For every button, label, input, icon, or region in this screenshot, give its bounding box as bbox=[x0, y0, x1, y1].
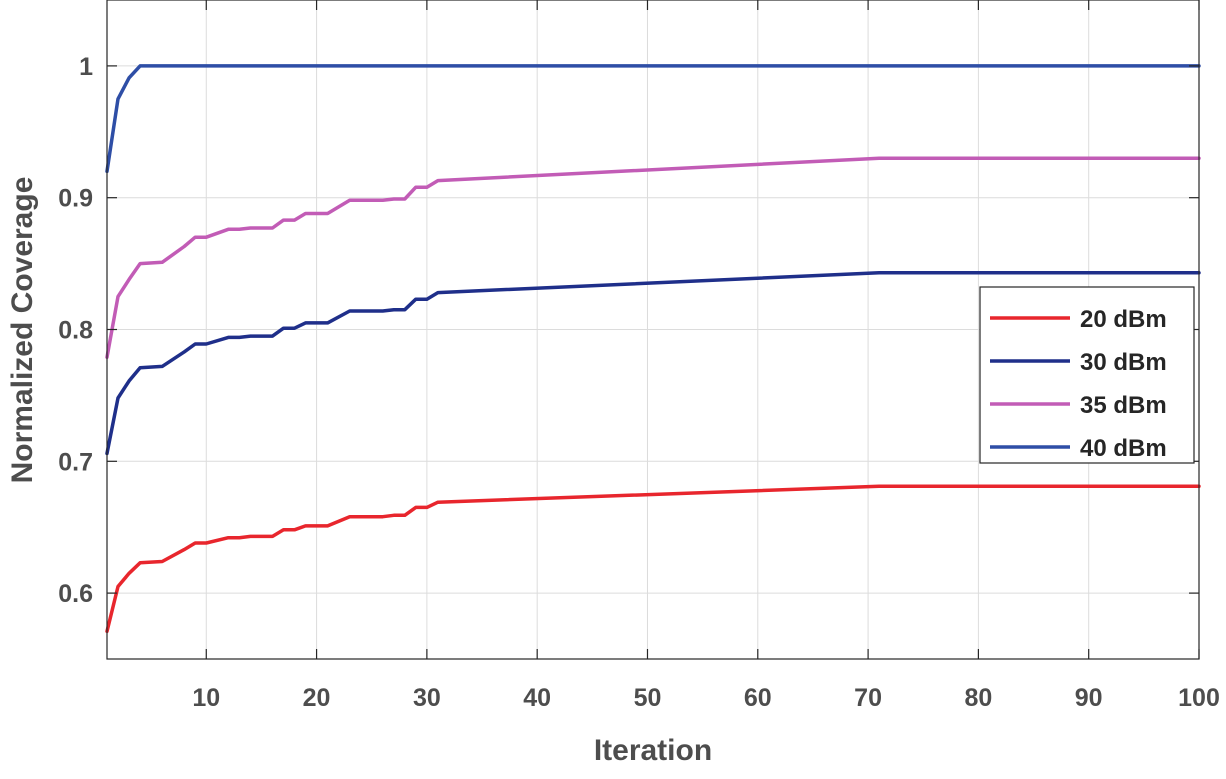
y-tick-label: 0.9 bbox=[58, 185, 93, 213]
y-tick-label: 0.8 bbox=[58, 317, 93, 345]
x-tick-label: 50 bbox=[634, 684, 662, 712]
x-tick-label: 80 bbox=[964, 684, 992, 712]
legend: 20 dBm 30 dBm 35 dBm 40 dBm bbox=[979, 286, 1195, 464]
x-tick-label: 40 bbox=[523, 684, 551, 712]
x-axis-label: Iteration bbox=[594, 734, 712, 767]
y-tick-labels: 0.6 0.7 0.8 0.9 1 bbox=[58, 53, 93, 608]
legend-label-4: 40 dBm bbox=[1080, 435, 1167, 462]
series-line-2 bbox=[105, 271, 1201, 456]
legend-label-2: 30 dBm bbox=[1080, 349, 1167, 376]
x-tick-label: 90 bbox=[1075, 684, 1103, 712]
x-tick-label: 10 bbox=[192, 684, 220, 712]
series-line-3 bbox=[105, 156, 1201, 359]
series-lines bbox=[105, 64, 1201, 634]
x-tick-label: 20 bbox=[303, 684, 331, 712]
legend-label-1: 20 dBm bbox=[1080, 306, 1167, 333]
y-tick-label: 0.7 bbox=[58, 448, 93, 476]
series-line-4 bbox=[105, 64, 1201, 174]
x-tick-label: 30 bbox=[413, 684, 441, 712]
legend-label-3: 35 dBm bbox=[1080, 392, 1167, 419]
y-tick-label: 0.6 bbox=[58, 580, 93, 608]
series-line-1 bbox=[105, 484, 1201, 634]
y-tick-label: 1 bbox=[79, 53, 93, 81]
x-tick-label: 60 bbox=[744, 684, 772, 712]
y-axis-label: Normalized Coverage bbox=[6, 177, 39, 484]
legend-box bbox=[979, 286, 1195, 464]
axis-ticks bbox=[107, 0, 1200, 659]
x-tick-labels: 10 20 30 40 50 60 70 80 90 100 bbox=[192, 684, 1219, 712]
x-tick-label: 100 bbox=[1178, 684, 1220, 712]
x-tick-label: 70 bbox=[854, 684, 882, 712]
